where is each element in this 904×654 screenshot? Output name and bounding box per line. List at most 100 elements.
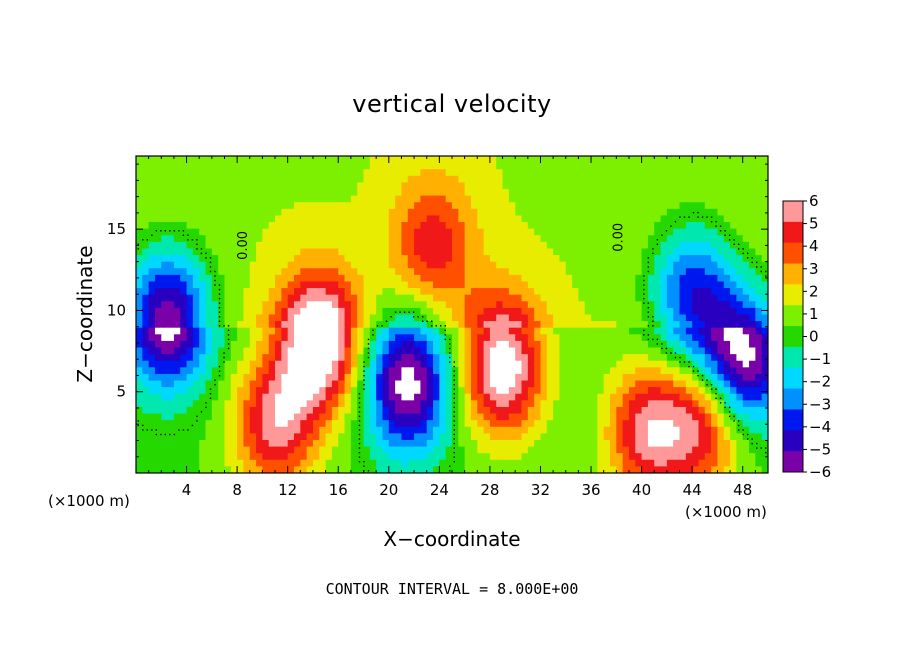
field-cell [281, 182, 289, 190]
field-cell [704, 459, 712, 467]
field-cell [136, 175, 143, 184]
field-cell [224, 446, 232, 454]
field-cell [439, 367, 447, 375]
field-cell [546, 228, 554, 236]
contour-point [710, 388, 713, 390]
field-cell [154, 156, 162, 164]
field-cell [148, 367, 156, 375]
field-cell [338, 294, 346, 302]
field-cell [173, 156, 181, 164]
field-cell [275, 420, 282, 428]
field-cell [395, 301, 403, 309]
field-cell [426, 222, 434, 230]
field-cell [294, 182, 301, 190]
field-cell [470, 314, 478, 322]
field-cell [584, 334, 592, 342]
field-cell [211, 426, 219, 434]
field-cell [477, 354, 485, 362]
field-cell [742, 321, 750, 329]
field-cell [749, 175, 756, 184]
field-cell [426, 426, 434, 434]
field-cell [382, 202, 390, 210]
field-cell [540, 453, 548, 461]
field-cell [616, 459, 624, 467]
field-cell [173, 426, 181, 434]
field-cell [477, 235, 485, 243]
field-cell [610, 274, 617, 283]
field-cell [736, 228, 744, 236]
field-cell [306, 228, 314, 236]
field-cell [641, 413, 649, 421]
field-cell [717, 288, 725, 296]
field-cell [610, 439, 617, 448]
field-cell [489, 459, 497, 467]
field-cell [249, 228, 257, 236]
field-cell [698, 360, 706, 368]
field-cell [439, 294, 447, 302]
field-cell [685, 235, 693, 243]
field-cell [660, 248, 668, 256]
field-cell [249, 367, 257, 375]
field-cell [186, 466, 194, 473]
field-cell [502, 387, 510, 395]
field-cell [224, 354, 232, 362]
field-cell [761, 195, 768, 203]
field-cell [205, 327, 213, 335]
field-cell [534, 182, 542, 190]
field-cell [331, 373, 339, 382]
field-cell [148, 373, 156, 382]
field-cell [521, 367, 529, 375]
field-cell [192, 281, 200, 289]
field-cell [730, 327, 737, 335]
field-cell [243, 400, 251, 408]
field-cell [635, 340, 643, 349]
contour-point [683, 361, 686, 363]
field-cell [559, 202, 567, 210]
field-cell [237, 255, 245, 263]
field-cell [319, 235, 327, 243]
field-cell [154, 360, 162, 368]
field-cell [414, 459, 421, 467]
field-cell [395, 241, 403, 250]
field-cell [426, 340, 434, 349]
field-cell [666, 215, 674, 223]
field-cell [540, 162, 548, 170]
field-cell [331, 466, 339, 473]
field-cell [553, 228, 561, 236]
field-cell [452, 314, 459, 322]
field-cell [489, 175, 497, 184]
field-cell [559, 400, 567, 408]
field-cell [496, 340, 504, 349]
field-cell [635, 420, 643, 428]
field-cell [584, 327, 592, 335]
field-cell [395, 288, 403, 296]
field-cell [515, 162, 523, 170]
field-cell [628, 393, 636, 401]
field-cell [679, 321, 687, 329]
contour-point [430, 325, 433, 327]
field-cell [591, 175, 598, 184]
field-cell [742, 334, 750, 342]
contour-point [218, 293, 221, 295]
field-cell [350, 169, 358, 177]
field-cell [572, 294, 579, 302]
field-cell [382, 321, 390, 329]
field-cell [186, 327, 194, 335]
field-cell [546, 400, 554, 408]
contour-point [214, 379, 216, 381]
field-cell [218, 321, 226, 329]
field-cell [628, 459, 636, 467]
field-cell [331, 294, 339, 302]
field-cell [249, 406, 257, 415]
field-cell [527, 380, 535, 388]
field-cell [603, 459, 611, 467]
field-cell [344, 222, 352, 230]
field-cell [679, 413, 687, 421]
field-cell [300, 347, 308, 355]
field-cell [464, 255, 472, 263]
field-cell [420, 241, 428, 250]
field-cell [496, 439, 504, 448]
field-cell [237, 301, 245, 309]
field-cell [496, 241, 504, 250]
field-cell [350, 208, 358, 217]
